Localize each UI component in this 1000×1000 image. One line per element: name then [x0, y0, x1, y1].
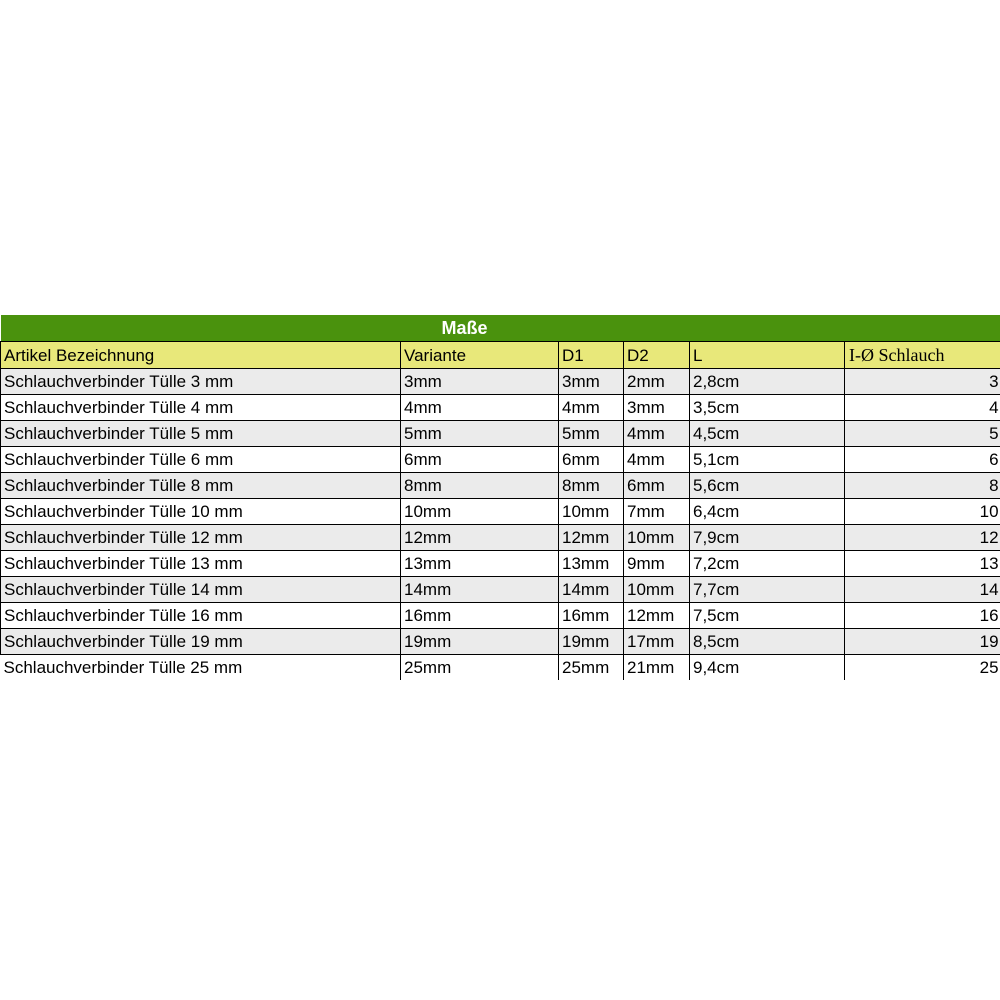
table-row: Schlauchverbinder Tülle 25 mm 25mm 25mm 21m…: [0, 654, 1000, 680]
table-cell-d2: 4mm: [623, 420, 690, 447]
table-cell-d2: 21mm: [623, 654, 690, 680]
table-cell-l: 7,9cm: [689, 524, 845, 551]
table-cell-d1: 4mm: [558, 394, 624, 421]
table-cell-d2: 6mm: [623, 472, 690, 499]
column-header-artikel-bezeichnung: Artikel Bezeichnung: [0, 341, 401, 369]
table-cell-d2: 17mm: [623, 628, 690, 655]
table-cell-d1: 19mm: [558, 628, 624, 655]
table-cell-i-schlauch: 12: [843, 524, 1000, 551]
table-cell-variante: 25mm: [400, 654, 559, 680]
table-cell-i-schlauch: 14: [843, 576, 1000, 603]
table-cell-artikel-bezeichnung: Schlauchverbinder Tülle 10 mm: [0, 498, 401, 525]
table-cell-variante: 13mm: [400, 550, 559, 577]
table-cell-artikel-bezeichnung: Schlauchverbinder Tülle 3 mm: [0, 368, 401, 395]
table-row: Schlauchverbinder Tülle 5 mm 5mm 5mm 4mm 4,5…: [0, 420, 1000, 447]
table-cell-variante: 8mm: [400, 472, 559, 499]
table-cell-d1: 13mm: [558, 550, 624, 577]
table-cell-artikel-bezeichnung: Schlauchverbinder Tülle 5 mm: [0, 420, 401, 447]
table-cell-d1: 12mm: [558, 524, 624, 551]
table-cell-i-schlauch: 16: [843, 602, 1000, 629]
table-cell-variante: 16mm: [400, 602, 559, 629]
table-cell-d2: 7mm: [623, 498, 690, 525]
table-cell-l: 9,4cm: [689, 654, 845, 680]
table-cell-l: 3,5cm: [689, 394, 845, 421]
table-body: Schlauchverbinder Tülle 3 mm 3mm 3mm 2mm 2,8…: [0, 368, 1000, 680]
table-cell-variante: 3mm: [400, 368, 559, 395]
table-title: Maße: [0, 315, 1000, 342]
table-cell-variante: 14mm: [400, 576, 559, 603]
table-cell-l: 7,2cm: [689, 550, 845, 577]
table-cell-artikel-bezeichnung: Schlauchverbinder Tülle 4 mm: [0, 394, 401, 421]
table-row: Schlauchverbinder Tülle 10 mm 10mm 10mm 7mm…: [0, 498, 1000, 525]
table-cell-artikel-bezeichnung: Schlauchverbinder Tülle 19 mm: [0, 628, 401, 655]
table-cell-artikel-bezeichnung: Schlauchverbinder Tülle 14 mm: [0, 576, 401, 603]
table-cell-d2: 10mm: [623, 524, 690, 551]
table-cell-d2: 12mm: [623, 602, 690, 629]
table-cell-variante: 6mm: [400, 446, 559, 473]
table-cell-l: 4,5cm: [689, 420, 845, 447]
table-cell-artikel-bezeichnung: Schlauchverbinder Tülle 6 mm: [0, 446, 401, 473]
column-header-i-schlauch: I-Ø Schlauch: [843, 341, 1000, 369]
table-cell-l: 5,1cm: [689, 446, 845, 473]
table-cell-l: 2,8cm: [689, 368, 845, 395]
table-cell-l: 7,7cm: [689, 576, 845, 603]
dimensions-table: Maße Artikel Bezeichnung Variante D1 D2 L I-Ø…: [0, 315, 1000, 680]
table-cell-d1: 10mm: [558, 498, 624, 525]
column-header-l: L: [689, 341, 845, 369]
table-cell-d1: 3mm: [558, 368, 624, 395]
table-row: Schlauchverbinder Tülle 8 mm 8mm 8mm 6mm 5,6…: [0, 472, 1000, 499]
table-row: Schlauchverbinder Tülle 4 mm 4mm 4mm 3mm 3,5…: [0, 394, 1000, 421]
table-row: Schlauchverbinder Tülle 13 mm 13mm 13mm 9mm…: [0, 550, 1000, 577]
table-cell-variante: 5mm: [400, 420, 559, 447]
table-cell-l: 8,5cm: [689, 628, 845, 655]
table-cell-artikel-bezeichnung: Schlauchverbinder Tülle 25 mm: [0, 654, 401, 680]
table-title-row: Maße: [0, 315, 1000, 342]
table-cell-i-schlauch: 19: [843, 628, 1000, 655]
table-cell-variante: 10mm: [400, 498, 559, 525]
table-cell-artikel-bezeichnung: Schlauchverbinder Tülle 8 mm: [0, 472, 401, 499]
table-cell-d2: 3mm: [623, 394, 690, 421]
table-row: Schlauchverbinder Tülle 19 mm 19mm 19mm 17m…: [0, 628, 1000, 655]
table-row: Schlauchverbinder Tülle 12 mm 12mm 12mm 10m…: [0, 524, 1000, 551]
table-row: Schlauchverbinder Tülle 6 mm 6mm 6mm 4mm 5,1…: [0, 446, 1000, 473]
table-header-row: Artikel Bezeichnung Variante D1 D2 L I-Ø Schl…: [0, 341, 1000, 369]
table-cell-variante: 4mm: [400, 394, 559, 421]
table-cell-d1: 6mm: [558, 446, 624, 473]
table-row: Schlauchverbinder Tülle 16 mm 16mm 16mm 12m…: [0, 602, 1000, 629]
table-cell-d2: 2mm: [623, 368, 690, 395]
table-cell-i-schlauch: 13: [843, 550, 1000, 577]
table-cell-d1: 14mm: [558, 576, 624, 603]
table-cell-d2: 10mm: [623, 576, 690, 603]
table-cell-artikel-bezeichnung: Schlauchverbinder Tülle 13 mm: [0, 550, 401, 577]
table-cell-variante: 19mm: [400, 628, 559, 655]
column-header-d1: D1: [558, 341, 624, 369]
table-cell-i-schlauch: 6: [843, 446, 1000, 473]
table-cell-d1: 8mm: [558, 472, 624, 499]
table-cell-i-schlauch: 10: [843, 498, 1000, 525]
table-cell-i-schlauch: 5: [843, 420, 1000, 447]
table-cell-l: 7,5cm: [689, 602, 845, 629]
table-cell-d1: 25mm: [558, 654, 624, 680]
table-cell-d2: 9mm: [623, 550, 690, 577]
table-cell-artikel-bezeichnung: Schlauchverbinder Tülle 16 mm: [0, 602, 401, 629]
column-header-d2: D2: [623, 341, 690, 369]
table-cell-i-schlauch: 25: [843, 654, 1000, 680]
table-cell-variante: 12mm: [400, 524, 559, 551]
table-row: Schlauchverbinder Tülle 3 mm 3mm 3mm 2mm 2,8…: [0, 368, 1000, 395]
table-cell-d1: 16mm: [558, 602, 624, 629]
table-cell-i-schlauch: 8: [843, 472, 1000, 499]
column-header-variante: Variante: [400, 341, 559, 369]
table-cell-i-schlauch: 3: [843, 368, 1000, 395]
table-cell-l: 5,6cm: [689, 472, 845, 499]
table-cell-l: 6,4cm: [689, 498, 845, 525]
table-cell-i-schlauch: 4: [843, 394, 1000, 421]
table-cell-d1: 5mm: [558, 420, 624, 447]
table-row: Schlauchverbinder Tülle 14 mm 14mm 14mm 10m…: [0, 576, 1000, 603]
table-cell-d2: 4mm: [623, 446, 690, 473]
table-cell-artikel-bezeichnung: Schlauchverbinder Tülle 12 mm: [0, 524, 401, 551]
